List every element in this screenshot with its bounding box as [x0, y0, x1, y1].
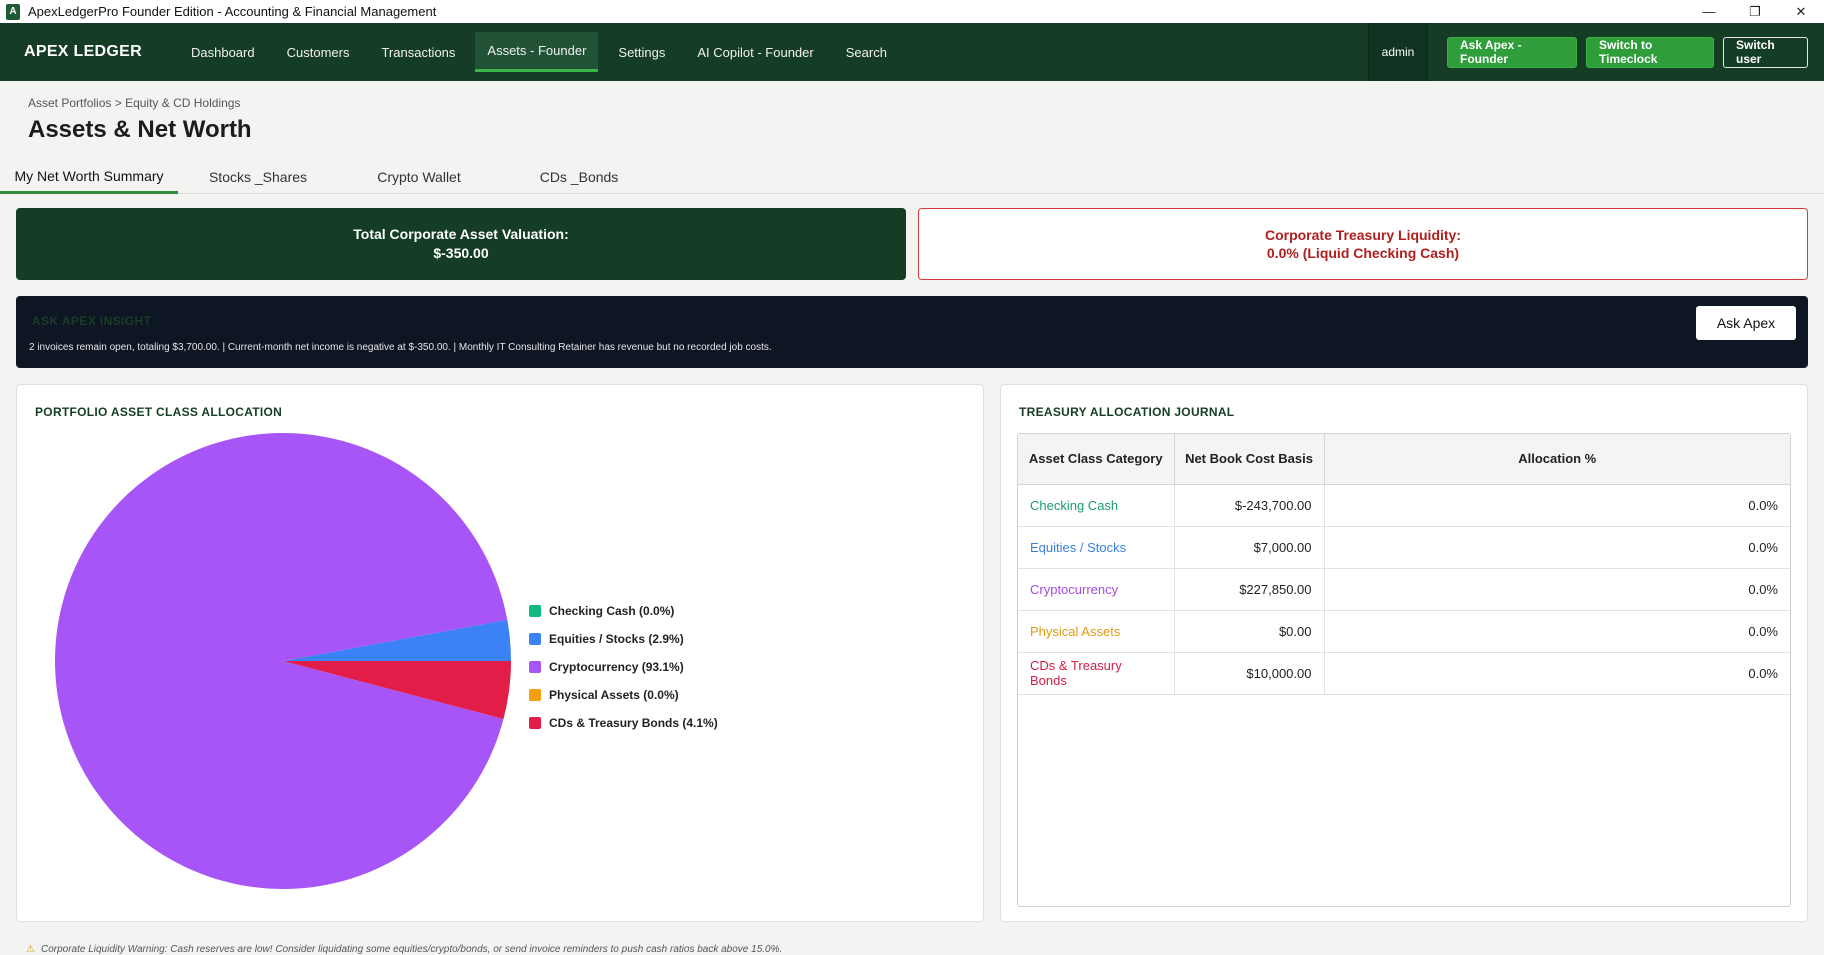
treasury-liquidity-card: Corporate Treasury Liquidity: 0.0% (Liqu… — [918, 208, 1808, 280]
nav-item-transactions[interactable]: Transactions — [381, 44, 456, 60]
window-titlebar: A ApexLedgerPro Founder Edition - Accoun… — [0, 0, 1824, 23]
cell-category: Physical Assets — [1018, 610, 1175, 653]
breadcrumb-parent[interactable]: Asset Portfolios — [28, 96, 112, 110]
treasury-journal-panel: TREASURY ALLOCATION JOURNAL Asset Class … — [1000, 384, 1808, 922]
allocation-chart-panel: PORTFOLIO ASSET CLASS ALLOCATION Checkin… — [16, 384, 984, 922]
ask-apex-button[interactable]: Ask Apex — [1696, 306, 1796, 340]
cell-category: Cryptocurrency — [1018, 568, 1175, 611]
legend-item[interactable]: Cryptocurrency (93.1%) — [529, 653, 718, 681]
total-valuation-label: Total Corporate Asset Valuation: — [353, 226, 569, 242]
legend-swatch — [529, 717, 541, 729]
cell-cost-basis: $0.00 — [1174, 610, 1325, 653]
journal-table: Asset Class Category Net Book Cost Basis… — [1018, 434, 1790, 695]
main-navbar: APEX LEDGER Dashboard Customers Transact… — [0, 23, 1824, 81]
warning-text: Corporate Liquidity Warning: Cash reserv… — [40, 944, 783, 955]
app-logo-icon: A — [6, 3, 20, 20]
header-asset-class[interactable]: Asset Class Category — [1018, 434, 1175, 485]
nav-item-ai-copilot[interactable]: AI Copilot - Founder — [697, 44, 814, 60]
breadcrumb: Asset Portfolios > Equity & CD Holdings — [28, 96, 240, 110]
total-valuation-value: $-350.00 — [433, 245, 489, 261]
restore-button[interactable]: ❐ — [1749, 3, 1761, 19]
insight-label: ASK APEX INSIGHT — [32, 314, 152, 328]
minimize-button[interactable]: — — [1702, 4, 1716, 19]
brand-logo[interactable]: APEX LEDGER — [24, 43, 142, 60]
table-row[interactable]: Equities / Stocks $7,000.00 0.0% — [1018, 526, 1790, 569]
table-header-row: Asset Class Category Net Book Cost Basis… — [1018, 434, 1790, 485]
header-allocation[interactable]: Allocation % — [1324, 434, 1790, 485]
user-badge[interactable]: admin — [1368, 23, 1428, 81]
breadcrumb-separator: > — [114, 96, 122, 110]
legend-item[interactable]: Checking Cash (0.0%) — [529, 597, 718, 625]
switch-timeclock-button[interactable]: Switch to Timeclock — [1586, 36, 1714, 68]
pie-slice-cds-treasury-bonds[interactable] — [283, 661, 511, 720]
cell-allocation: 0.0% — [1324, 610, 1790, 653]
legend-label: CDs & Treasury Bonds (4.1%) — [549, 716, 718, 730]
table-row[interactable]: Cryptocurrency $227,850.00 0.0% — [1018, 568, 1790, 611]
table-row[interactable]: Physical Assets $0.00 0.0% — [1018, 610, 1790, 653]
cell-category: Equities / Stocks — [1018, 526, 1175, 569]
liquidity-warning: ⚠ Corporate Liquidity Warning: Cash reser… — [26, 944, 782, 955]
allocation-pie-chart — [55, 432, 511, 889]
nav-item-customers[interactable]: Customers — [286, 44, 350, 60]
table-row[interactable]: Checking Cash $-243,700.00 0.0% — [1018, 484, 1790, 527]
cell-cost-basis: $227,850.00 — [1174, 568, 1325, 611]
legend-swatch — [529, 605, 541, 617]
legend-label: Checking Cash (0.0%) — [549, 604, 675, 618]
pie-slice-equities-stocks[interactable] — [283, 619, 511, 661]
legend-item[interactable]: Physical Assets (0.0%) — [529, 681, 718, 709]
legend-swatch — [529, 661, 541, 673]
switch-user-button[interactable]: Switch user — [1723, 36, 1808, 68]
header-cost-basis[interactable]: Net Book Cost Basis — [1174, 434, 1325, 485]
pie-slice-cryptocurrency[interactable] — [55, 432, 508, 889]
tab-cds-bonds[interactable]: CDs _Bonds — [539, 169, 619, 185]
cell-cost-basis: $7,000.00 — [1174, 526, 1325, 569]
legend-swatch — [529, 689, 541, 701]
tab-stocks-shares[interactable]: Stocks _Shares — [208, 169, 308, 185]
cell-allocation: 0.0% — [1324, 526, 1790, 569]
legend-item[interactable]: CDs & Treasury Bonds (4.1%) — [529, 709, 718, 737]
window-title: ApexLedgerPro Founder Edition - Accounti… — [28, 4, 437, 19]
allocation-panel-title: PORTFOLIO ASSET CLASS ALLOCATION — [35, 405, 283, 419]
nav-item-dashboard[interactable]: Dashboard — [191, 44, 255, 60]
legend-label: Equities / Stocks (2.9%) — [549, 632, 684, 646]
tab-net-worth-summary[interactable]: My Net Worth Summary — [0, 160, 178, 194]
legend-swatch — [529, 633, 541, 645]
insight-text: 2 invoices remain open, totaling $3,700.… — [29, 342, 772, 353]
apex-insight-banner: ASK APEX INSIGHT 2 invoices remain open,… — [16, 296, 1808, 368]
legend-label: Physical Assets (0.0%) — [549, 688, 679, 702]
cell-category: Checking Cash — [1018, 484, 1175, 527]
nav-item-assets-founder[interactable]: Assets - Founder — [475, 32, 599, 72]
journal-panel-title: TREASURY ALLOCATION JOURNAL — [1019, 405, 1235, 419]
page-title: Assets & Net Worth — [28, 116, 252, 143]
window-controls: — ❐ ✕ — [1686, 0, 1824, 23]
ask-apex-founder-button[interactable]: Ask Apex - Founder — [1447, 36, 1577, 68]
cell-category: CDs & Treasury Bonds — [1018, 652, 1175, 695]
close-button[interactable]: ✕ — [1795, 3, 1807, 19]
chart-legend: Checking Cash (0.0%) Equities / Stocks (2… — [529, 597, 718, 737]
breadcrumb-current: Equity & CD Holdings — [125, 96, 241, 110]
cell-cost-basis: $10,000.00 — [1174, 652, 1325, 695]
cell-cost-basis: $-243,700.00 — [1174, 484, 1325, 527]
legend-item[interactable]: Equities / Stocks (2.9%) — [529, 625, 718, 653]
table-row[interactable]: CDs & Treasury Bonds $10,000.00 0.0% — [1018, 652, 1790, 695]
liquidity-label: Corporate Treasury Liquidity: — [1264, 227, 1462, 243]
total-valuation-card: Total Corporate Asset Valuation: $-350.0… — [16, 208, 906, 280]
cell-allocation: 0.0% — [1324, 568, 1790, 611]
cell-allocation: 0.0% — [1324, 484, 1790, 527]
navbar-actions: admin Ask Apex - Founder Switch to Timec… — [1368, 23, 1808, 81]
nav-item-search[interactable]: Search — [845, 44, 887, 60]
warning-icon: ⚠ — [26, 944, 35, 955]
liquidity-value: 0.0% (Liquid Checking Cash) — [1266, 245, 1460, 261]
tab-bar: My Net Worth Summary Stocks _Shares Cryp… — [0, 160, 1824, 194]
legend-label: Cryptocurrency (93.1%) — [549, 660, 684, 674]
cell-allocation: 0.0% — [1324, 652, 1790, 695]
nav-item-settings[interactable]: Settings — [618, 44, 666, 60]
tab-crypto-wallet[interactable]: Crypto Wallet — [377, 169, 461, 185]
journal-table-container: Asset Class Category Net Book Cost Basis… — [1017, 433, 1791, 907]
